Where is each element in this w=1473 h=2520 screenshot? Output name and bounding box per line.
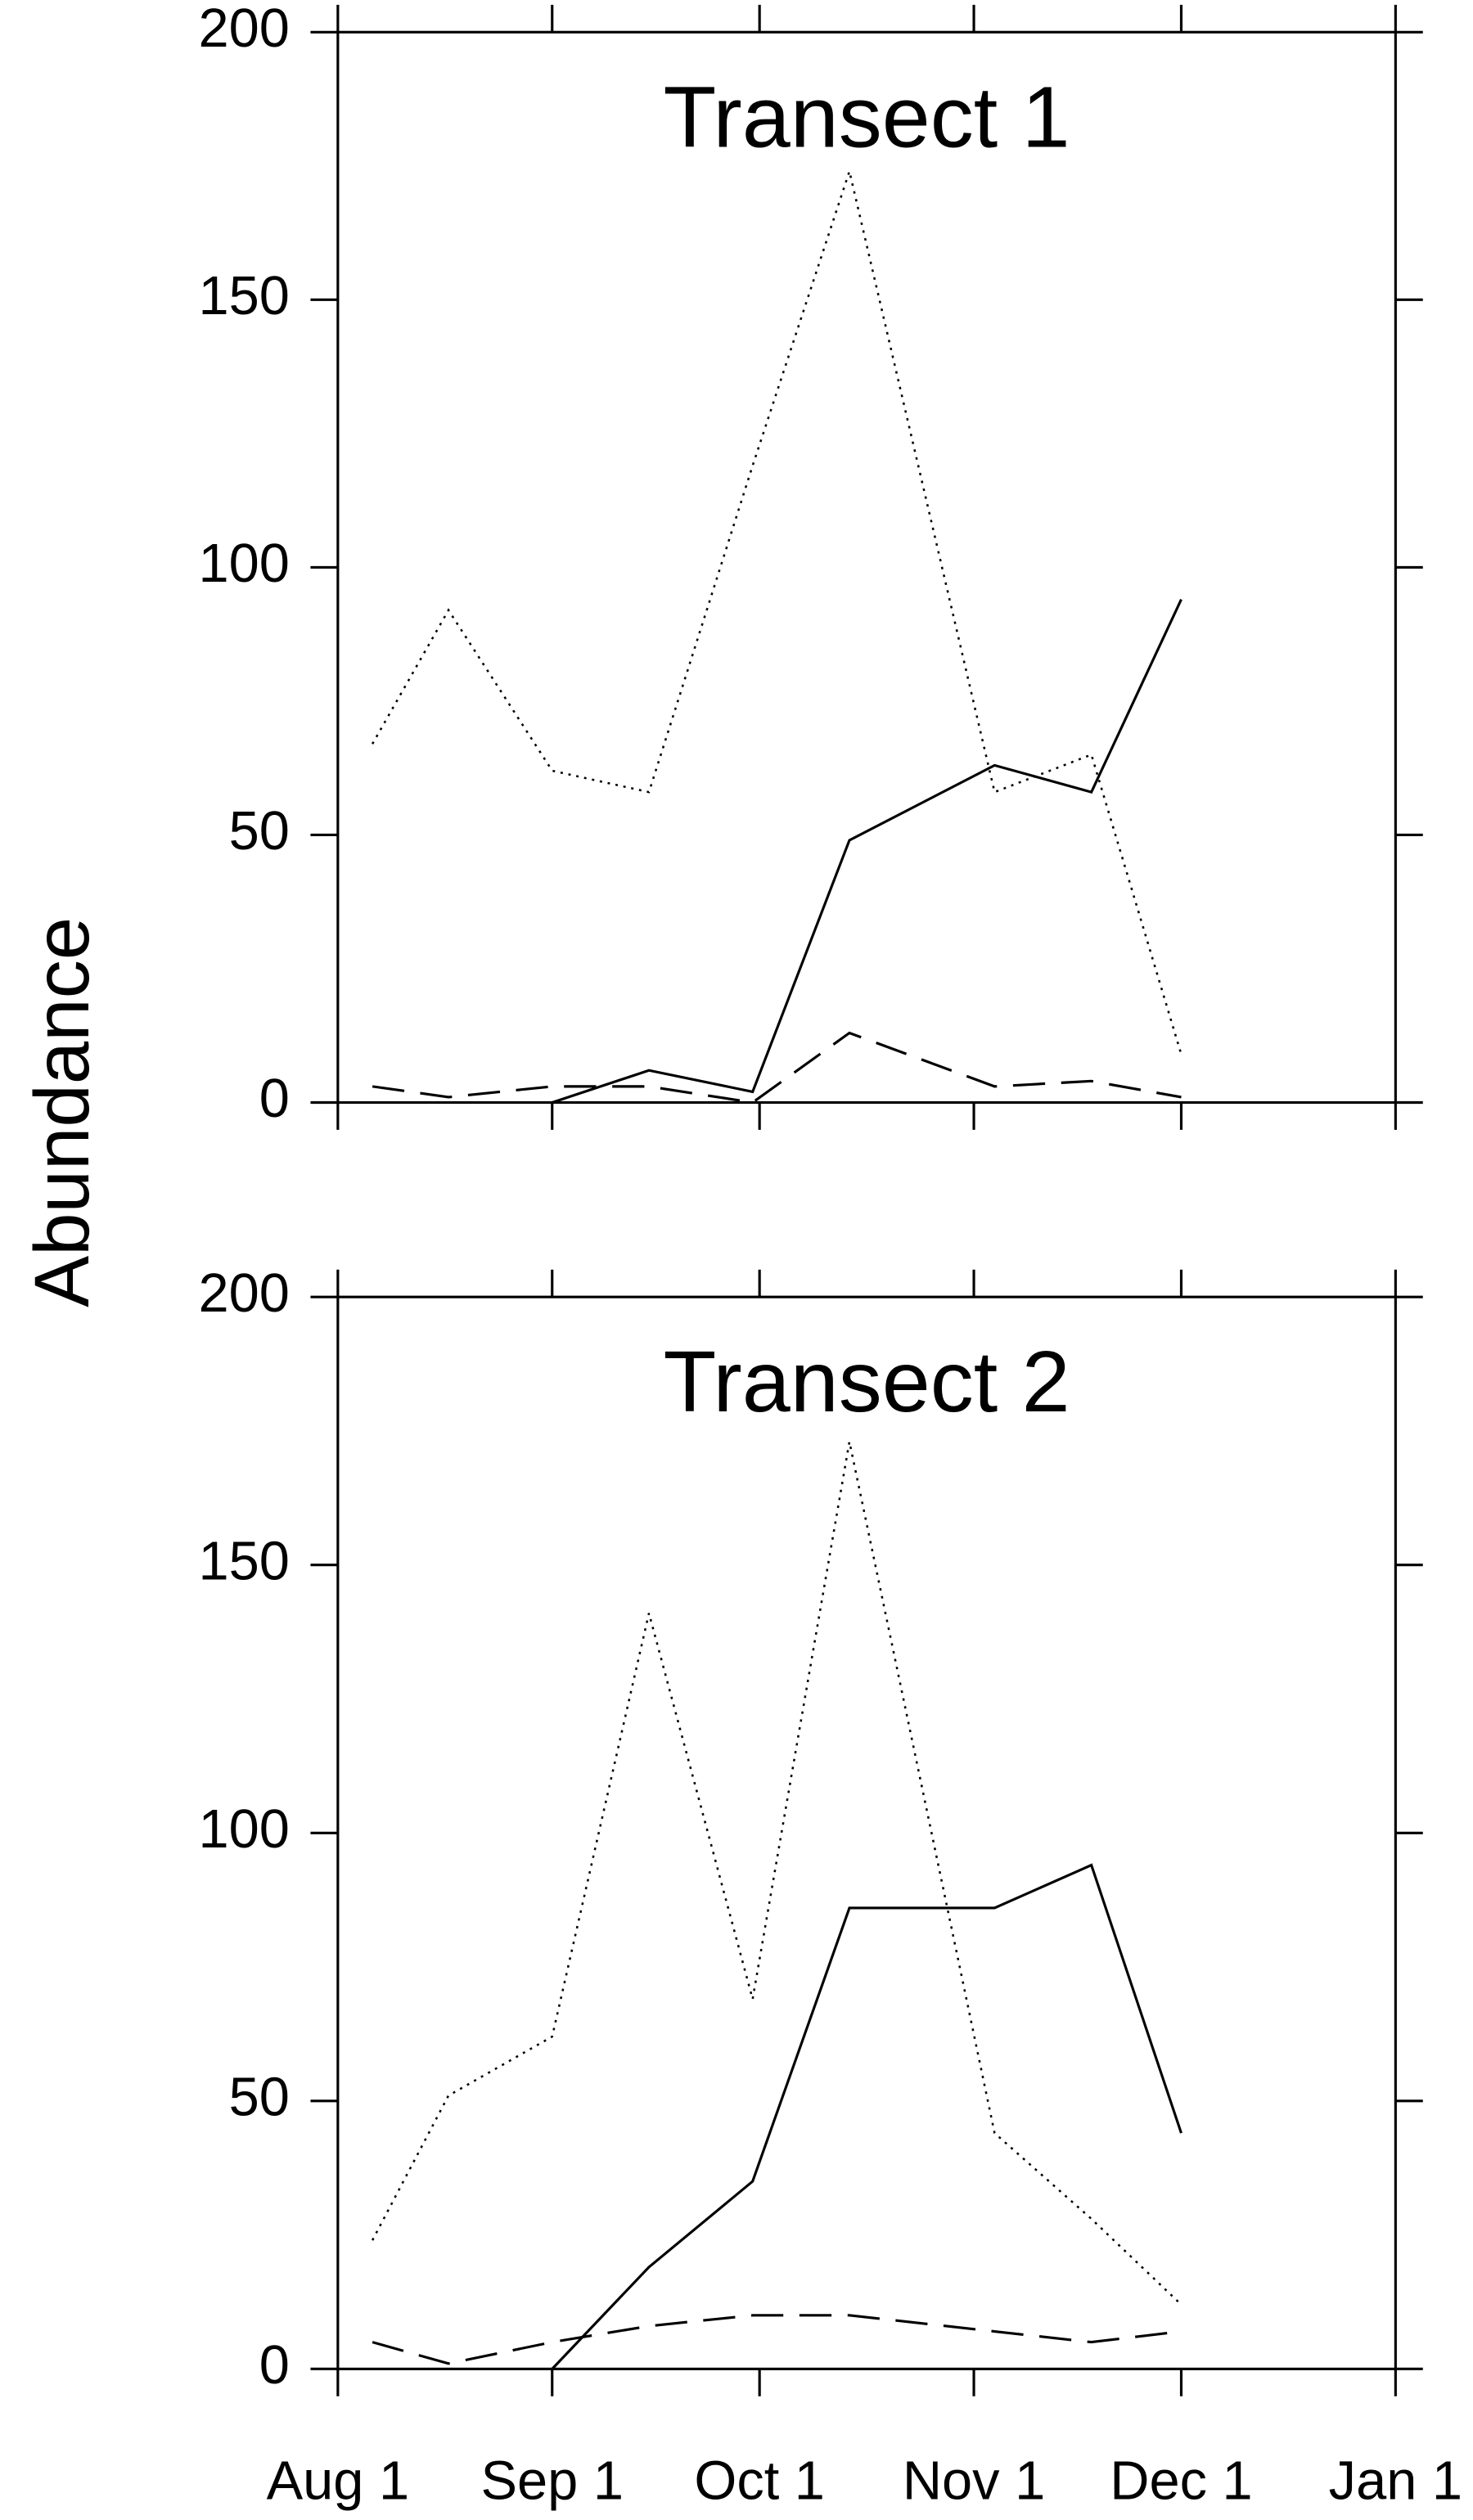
x-tick-label: Jan 1 — [1329, 2450, 1462, 2511]
series-line — [371, 1441, 1182, 2306]
y-tick-label: 0 — [259, 1069, 290, 1129]
x-tick-label: Nov 1 — [903, 2450, 1045, 2511]
y-tick-label: 150 — [199, 266, 290, 326]
y-tick-label: 200 — [199, 0, 290, 59]
series-line — [552, 598, 1182, 1104]
x-tick-label: Sep 1 — [480, 2450, 623, 2511]
y-tick-label: 0 — [259, 2335, 290, 2396]
y-tick-label: 50 — [229, 2067, 290, 2127]
y-axis-label: Abundance — [19, 917, 105, 1307]
panel-title: Transect 2 — [664, 1334, 1070, 1430]
x-tick-label: Oct 1 — [694, 2450, 825, 2511]
series-line — [372, 2314, 1182, 2365]
y-tick-label: 100 — [199, 1799, 290, 1860]
panel-title: Transect 1 — [664, 69, 1070, 165]
y-tick-label: 100 — [199, 533, 290, 594]
series-line — [372, 1031, 1182, 1105]
y-tick-label: 50 — [229, 801, 290, 862]
plot-frame — [336, 30, 1397, 1105]
plot-frame — [336, 1295, 1397, 2370]
x-tick-label: Aug 1 — [267, 2450, 409, 2511]
y-tick-label: 150 — [199, 1531, 290, 1591]
series-line — [371, 167, 1182, 1055]
x-tick-label: Dec 1 — [1110, 2450, 1252, 2511]
y-tick-label: 200 — [199, 1263, 290, 1324]
series-line — [551, 1863, 1182, 2370]
